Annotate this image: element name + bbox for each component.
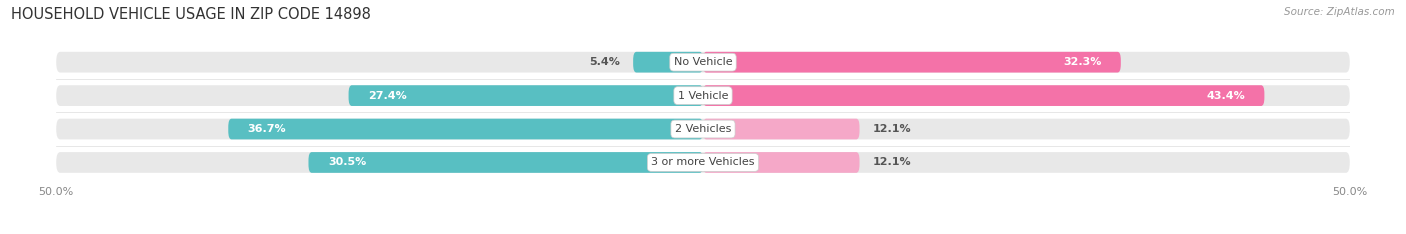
FancyBboxPatch shape xyxy=(308,152,703,173)
FancyBboxPatch shape xyxy=(56,85,1350,106)
FancyBboxPatch shape xyxy=(703,119,859,139)
FancyBboxPatch shape xyxy=(56,52,1350,73)
Text: 27.4%: 27.4% xyxy=(368,91,406,101)
Text: 32.3%: 32.3% xyxy=(1063,57,1101,67)
Text: 1 Vehicle: 1 Vehicle xyxy=(678,91,728,101)
Text: Source: ZipAtlas.com: Source: ZipAtlas.com xyxy=(1284,7,1395,17)
Text: 2 Vehicles: 2 Vehicles xyxy=(675,124,731,134)
FancyBboxPatch shape xyxy=(633,52,703,73)
FancyBboxPatch shape xyxy=(349,85,703,106)
FancyBboxPatch shape xyxy=(56,152,1350,173)
FancyBboxPatch shape xyxy=(56,119,1350,139)
Text: 36.7%: 36.7% xyxy=(247,124,287,134)
Text: 30.5%: 30.5% xyxy=(328,157,366,168)
FancyBboxPatch shape xyxy=(703,152,859,173)
Text: HOUSEHOLD VEHICLE USAGE IN ZIP CODE 14898: HOUSEHOLD VEHICLE USAGE IN ZIP CODE 1489… xyxy=(11,7,371,22)
Text: 12.1%: 12.1% xyxy=(873,157,911,168)
FancyBboxPatch shape xyxy=(703,85,1264,106)
Text: 3 or more Vehicles: 3 or more Vehicles xyxy=(651,157,755,168)
Text: No Vehicle: No Vehicle xyxy=(673,57,733,67)
FancyBboxPatch shape xyxy=(703,52,1121,73)
Text: 12.1%: 12.1% xyxy=(873,124,911,134)
Text: 43.4%: 43.4% xyxy=(1206,91,1244,101)
FancyBboxPatch shape xyxy=(228,119,703,139)
Text: 5.4%: 5.4% xyxy=(589,57,620,67)
